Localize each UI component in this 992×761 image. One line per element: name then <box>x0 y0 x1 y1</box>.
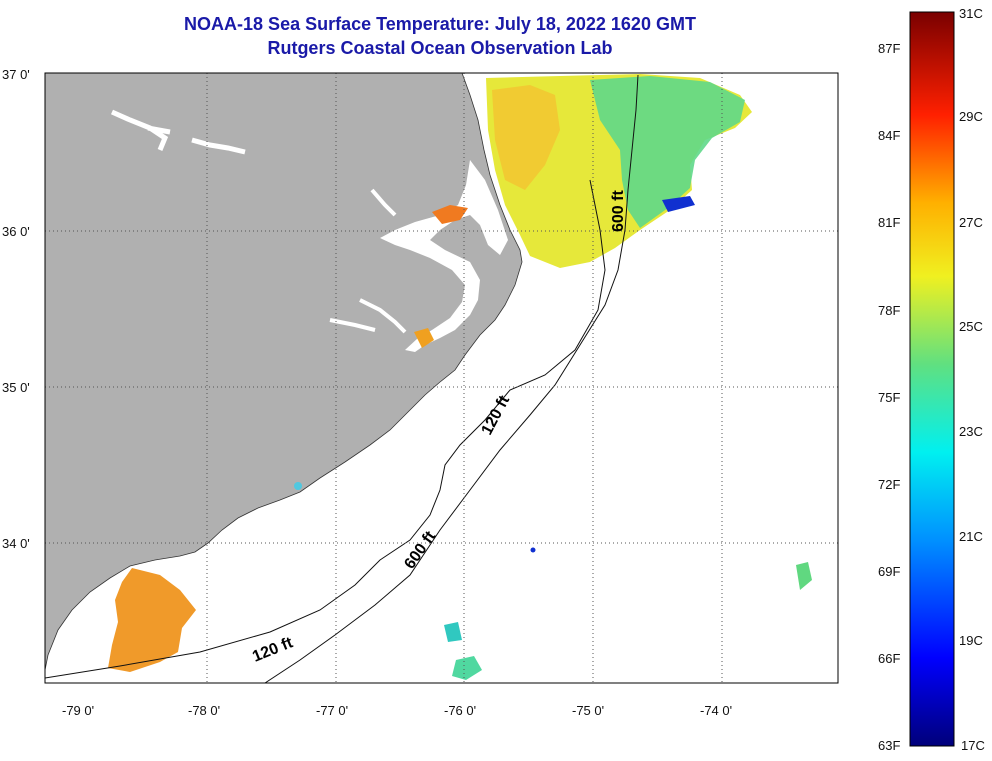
lat-label-37: 37 0' <box>2 67 30 82</box>
cbar-f-66: 66F <box>878 651 900 666</box>
isobath-600ft <box>264 74 639 683</box>
sst-patch-albemarle <box>432 205 468 224</box>
sst-patch-north-warm <box>492 85 560 190</box>
map-title: NOAA-18 Sea Surface Temperature: July 18… <box>184 14 696 34</box>
map-subtitle: Rutgers Coastal Ocean Observation Lab <box>267 38 613 58</box>
cbar-c-23: 23C <box>959 424 983 439</box>
lon-label-77: -77 0' <box>316 703 348 718</box>
lat-label-35: 35 0' <box>2 380 30 395</box>
cbar-c-31: 31C <box>959 6 983 21</box>
sst-patch-blue-ne <box>662 196 695 212</box>
lon-grid <box>206 73 723 683</box>
colorbar <box>909 11 955 747</box>
sst-patch-small-1 <box>444 622 462 642</box>
cbar-f-72: 72F <box>878 477 900 492</box>
isobath-label-600-north: 600 ft <box>610 190 627 232</box>
cbar-c-27: 27C <box>959 215 983 230</box>
cbar-c-19: 19C <box>959 633 983 648</box>
cbar-f-84: 84F <box>878 128 900 143</box>
river-white-3 <box>329 188 407 334</box>
lon-label-74: -74 0' <box>700 703 732 718</box>
lon-label-75: -75 0' <box>572 703 604 718</box>
cbar-f-69: 69F <box>878 564 900 579</box>
sst-patch-small-2 <box>452 656 482 680</box>
pamlico-sound <box>380 160 508 352</box>
map-frame <box>44 72 839 684</box>
land-mass <box>45 73 523 671</box>
cbar-c-21: 21C <box>959 529 983 544</box>
sst-patch-pamlico <box>414 328 434 348</box>
lon-label-78: -78 0' <box>188 703 220 718</box>
sst-patch-south <box>108 568 196 672</box>
lon-label-79: -79 0' <box>62 703 94 718</box>
lat-label-36: 36 0' <box>2 224 30 239</box>
cbar-c-17: 17C <box>961 738 985 753</box>
lat-label-34: 34 0' <box>2 536 30 551</box>
lat-grid <box>45 230 838 544</box>
lon-label-76: -76 0' <box>444 703 476 718</box>
sst-patch-north-cool <box>590 76 745 228</box>
cbar-c-25: 25C <box>959 319 983 334</box>
cbar-c-29: 29C <box>959 109 983 124</box>
river-white-2 <box>191 137 246 155</box>
sst-dot-1 <box>294 482 302 490</box>
isobath-120ft <box>45 179 606 679</box>
river-white-1 <box>110 109 171 151</box>
cbar-f-78: 78F <box>878 303 900 318</box>
sst-patch-small-3 <box>796 562 812 590</box>
cbar-f-81: 81F <box>878 215 900 230</box>
cbar-f-63: 63F <box>878 738 900 753</box>
cbar-f-75: 75F <box>878 390 900 405</box>
sst-dot-2 <box>530 547 536 553</box>
cbar-f-87: 87F <box>878 41 900 56</box>
